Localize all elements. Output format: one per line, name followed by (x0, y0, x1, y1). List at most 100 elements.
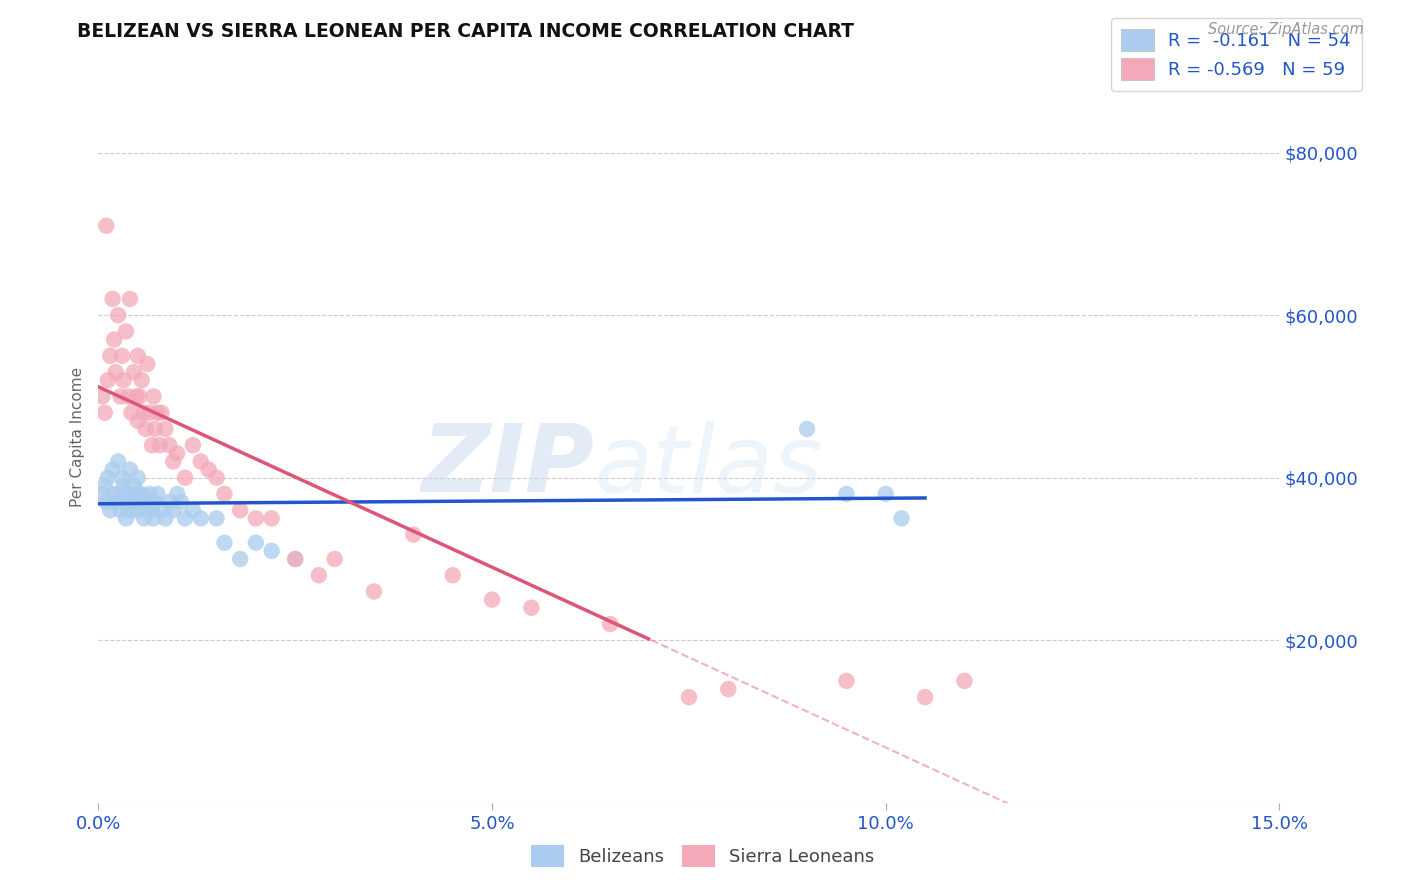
Point (181, 438, 204, 452)
Point (155, 511, 177, 525)
Point (111, 471, 134, 485)
Point (245, 511, 267, 525)
Point (875, 487, 897, 501)
Point (155, 422, 177, 436)
Point (112, 479, 135, 493)
Point (138, 406, 160, 420)
Point (132, 406, 155, 420)
Point (402, 527, 425, 541)
Point (214, 487, 236, 501)
Point (260, 544, 283, 558)
Point (914, 690, 936, 705)
Point (890, 511, 912, 525)
Point (122, 365, 145, 379)
Point (599, 617, 621, 632)
Point (107, 308, 129, 322)
Point (205, 471, 228, 485)
Point (128, 389, 150, 403)
Point (190, 511, 212, 525)
Point (141, 503, 163, 517)
Point (96, 219, 118, 233)
Point (104, 495, 127, 509)
Point (121, 487, 143, 501)
Point (98, 503, 121, 517)
Point (678, 690, 700, 705)
Point (166, 446, 188, 460)
Point (132, 511, 155, 525)
Point (117, 495, 139, 509)
Point (143, 495, 166, 509)
Point (104, 365, 127, 379)
Point (97, 471, 120, 485)
Point (162, 503, 184, 517)
Point (229, 552, 252, 566)
Point (363, 584, 385, 599)
Point (121, 406, 143, 420)
Point (131, 487, 153, 501)
Point (229, 503, 252, 517)
Point (125, 503, 148, 517)
Point (214, 535, 236, 549)
Point (127, 487, 149, 501)
Legend: Belizeans, Sierra Leoneans: Belizeans, Sierra Leoneans (524, 838, 882, 874)
Point (115, 511, 138, 525)
Point (796, 422, 818, 436)
Point (190, 454, 212, 468)
Point (110, 389, 132, 403)
Point (103, 487, 125, 501)
Point (245, 535, 267, 549)
Point (107, 454, 129, 468)
Point (157, 495, 180, 509)
Point (101, 292, 124, 306)
Point (127, 471, 149, 485)
Point (135, 503, 157, 517)
Point (481, 592, 503, 607)
Point (170, 495, 193, 509)
Point (142, 511, 165, 525)
Point (107, 487, 129, 501)
Text: Source: ZipAtlas.com: Source: ZipAtlas.com (1208, 22, 1364, 37)
Point (93, 479, 115, 493)
Point (835, 673, 858, 688)
Point (174, 511, 197, 525)
Point (166, 487, 188, 501)
Point (162, 454, 184, 468)
Point (284, 552, 307, 566)
Point (150, 503, 173, 517)
Point (717, 681, 740, 696)
Point (127, 349, 149, 363)
Point (112, 373, 135, 387)
Point (135, 495, 157, 509)
Point (128, 495, 150, 509)
Point (91, 389, 114, 403)
Point (149, 438, 172, 452)
Point (115, 325, 138, 339)
Point (157, 438, 180, 452)
Point (98, 349, 121, 363)
Point (118, 503, 141, 517)
Point (110, 503, 132, 517)
Point (93, 406, 115, 420)
Point (118, 292, 141, 306)
Point (135, 422, 157, 436)
Point (174, 471, 197, 485)
Point (260, 511, 283, 525)
Point (146, 487, 169, 501)
Point (127, 414, 149, 428)
Point (308, 568, 330, 582)
Point (143, 422, 166, 436)
Point (118, 462, 141, 476)
Point (138, 487, 160, 501)
Y-axis label: Per Capita Income: Per Capita Income (70, 367, 86, 508)
Point (146, 406, 169, 420)
Point (136, 357, 159, 371)
Point (125, 389, 148, 403)
Point (141, 438, 163, 452)
Point (953, 673, 976, 688)
Point (520, 600, 543, 615)
Point (122, 479, 145, 493)
Point (150, 406, 173, 420)
Point (205, 511, 228, 525)
Point (111, 495, 134, 509)
Point (101, 462, 124, 476)
